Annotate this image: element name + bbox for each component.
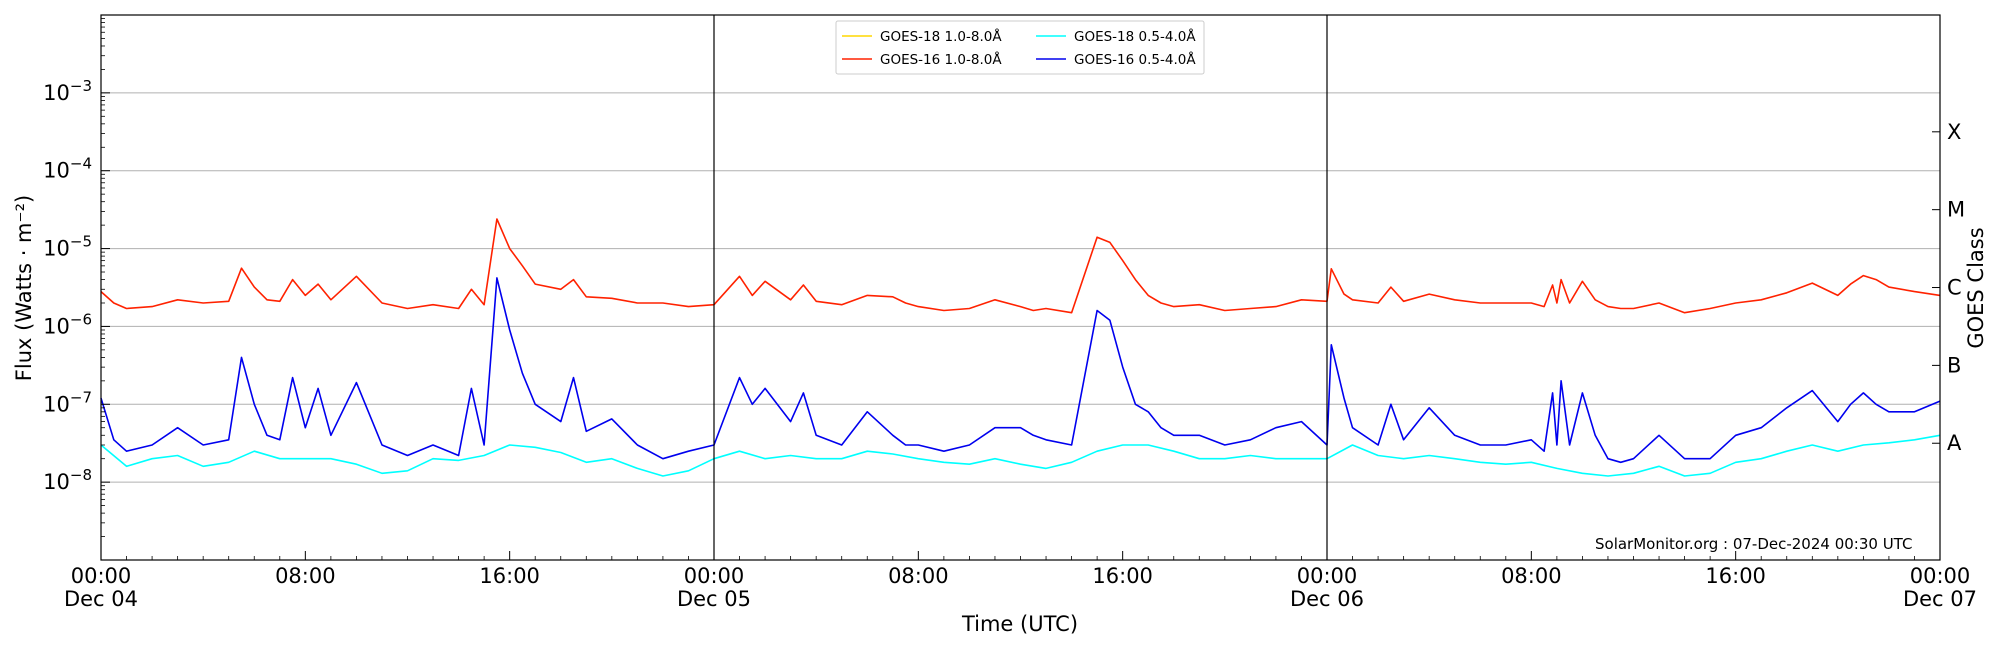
series-line-0 [100,218,1941,314]
legend-label-goes18-long: GOES-18 1.0-8.0Å [880,28,1002,45]
x-tick-time-label: 16:00 [1092,564,1153,588]
goes-class-label: B [1947,353,1961,377]
y-axis-ticks: 10−8 10−7 10−6 10−5 10−4 10−3 [43,18,110,537]
y-tick-label: 10−5 [43,233,92,261]
x-tick-time-label: 16:00 [1705,564,1766,588]
credit-text: SolarMonitor.org : 07-Dec-2024 00:30 UTC [1595,535,1912,553]
x-tick-time-label: 00:00 [71,564,132,588]
plot-frame [100,14,1941,561]
x-tick-time-label: 00:00 [684,564,745,588]
x-axis-title: Time (UTC) [961,612,1078,636]
x-tick-time-label: 08:00 [1501,564,1562,588]
x-tick-time-label: 16:00 [479,564,540,588]
goes-class-label: M [1947,198,1965,222]
x-tick-date-label: Dec 05 [677,587,751,611]
y-tick-label: 10−8 [43,466,92,494]
y2-axis-title: GOES Class [1964,227,1988,348]
series-layer [100,218,1941,477]
x-tick-date-label: Dec 07 [1903,587,1977,611]
y-tick-label: 10−3 [43,77,92,105]
y-axis-title: Flux (Watts · m⁻²) [12,195,36,381]
grid-lines [101,92,1940,483]
x-tick-time-label: 00:00 [1297,564,1358,588]
x-tick-time-label: 00:00 [1910,564,1971,588]
legend-label-goes16-long: GOES-16 1.0-8.0Å [880,51,1002,68]
x-tick-time-label: 08:00 [888,564,949,588]
y-tick-label: 10−4 [43,155,92,183]
y-tick-label: 10−7 [43,388,92,416]
legend-label-goes16-short: GOES-16 0.5-4.0Å [1074,51,1196,68]
day-boundaries [713,15,1328,560]
legend: GOES-18 1.0-8.0Å GOES-16 1.0-8.0Å GOES-1… [835,20,1205,75]
legend-label-goes18-short: GOES-18 0.5-4.0Å [1074,28,1196,45]
series-line-2 [100,434,1941,477]
y-tick-label: 10−6 [43,310,92,338]
x-tick-date-label: Dec 06 [1290,587,1364,611]
x-tick-date-label: Dec 04 [64,587,138,611]
x-tick-time-label: 08:00 [275,564,336,588]
series-line-1 [100,277,1941,464]
goes-class-labels: A B C M X [1932,120,1965,455]
goes-class-label: C [1947,276,1962,300]
goes-class-label: A [1947,431,1962,455]
goes-class-label: X [1947,120,1961,144]
legend-box [835,20,1205,75]
